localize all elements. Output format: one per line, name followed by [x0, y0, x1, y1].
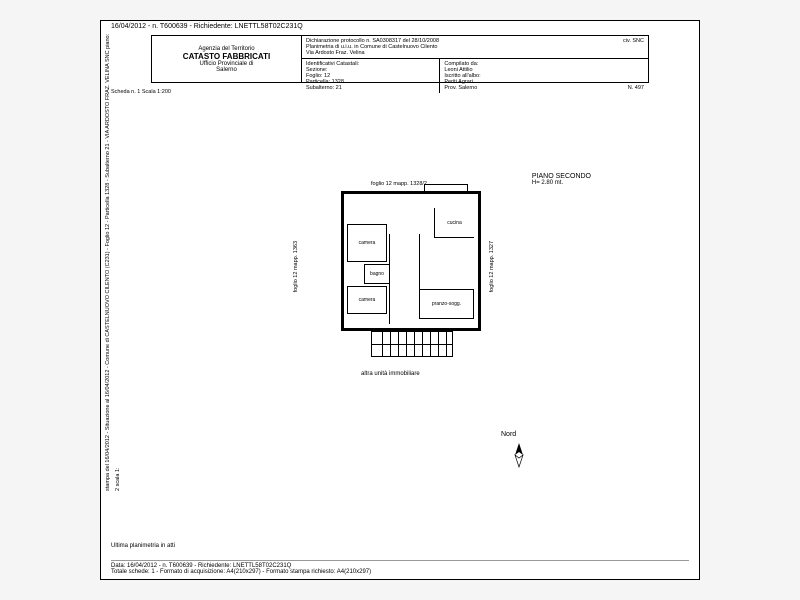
- room-soggiorno: pranzo-sogg.: [419, 289, 474, 319]
- id-subalterno: Subalterno: 21: [306, 85, 435, 91]
- room-bagno: bagno: [364, 264, 390, 284]
- plan-left-label: foglio 12 mapp. 1363: [293, 241, 299, 292]
- balcony: [424, 184, 468, 194]
- agency-line2: CATASTO FABBRICATI: [158, 52, 295, 61]
- top-request-strip: 16/04/2012 - n. T600639 - Richiedente: L…: [111, 23, 303, 30]
- identificativi-box: Identificativi Catastali: Sezione: Fogli…: [302, 59, 440, 93]
- prov: Prov. Salerno: [444, 85, 477, 91]
- compilato-box: Compilato da: Leoni Attilio Iscritto all…: [440, 59, 648, 93]
- plan-right-label: foglio 12 mapp. 1327: [489, 241, 495, 292]
- via: Via Ardosto Fraz. Velina: [306, 50, 365, 56]
- room-cucina: cucina: [434, 208, 474, 238]
- agency-line4: Salerno: [158, 67, 295, 73]
- staircase: [371, 331, 453, 357]
- bottom-note: Ultima planimetria in atti: [111, 543, 175, 549]
- plan-top-label: foglio 12 mapp. 1328/2: [371, 181, 427, 187]
- wall-2: [419, 234, 420, 289]
- floor-plan-area: foglio 12 mapp. 1328/2 PIANO SECONDO H= …: [341, 191, 521, 396]
- scale-strip: Scheda n. 1 Scala 1:200: [111, 89, 171, 95]
- room-camera2: camera: [347, 286, 387, 314]
- num: N. 497: [628, 85, 644, 91]
- cadastral-page: 16/04/2012 - n. T600639 - Richiedente: L…: [100, 20, 700, 580]
- north-label: Nord: [501, 431, 516, 438]
- plan-below-label: altra unità immobiliare: [361, 371, 420, 377]
- header-right: Dichiarazione protocollo n. SA0308317 de…: [302, 36, 648, 82]
- footer-line2: Totale schede: 1 - Formato di acquisizio…: [111, 569, 689, 575]
- header-meta-row: Dichiarazione protocollo n. SA0308317 de…: [302, 36, 648, 59]
- footer-strip: Data: 16/04/2012 - n. T600639 - Richiede…: [111, 560, 689, 575]
- vertical-strip-left: stampa del 16/04/2012 - Situazione al 16…: [103, 31, 113, 491]
- wall-1: [389, 234, 390, 324]
- plan-piano-label: PIANO SECONDO H= 2.80 mt.: [532, 173, 591, 186]
- north-indicator: Nord: [501, 431, 516, 438]
- piano-height: H= 2.80 mt.: [532, 180, 591, 186]
- room-camera1: camera: [347, 224, 387, 262]
- piano-name: PIANO SECONDO: [532, 173, 591, 180]
- civ: civ. SNC: [623, 38, 644, 56]
- agency-box: Agenzia del Territorio CATASTO FABBRICAT…: [152, 36, 302, 82]
- floorplan-outline: camera cucina bagno camera pranzo-sogg.: [341, 191, 481, 331]
- compass-icon: [505, 441, 533, 469]
- header-block: Agenzia del Territorio CATASTO FABBRICAT…: [151, 35, 649, 83]
